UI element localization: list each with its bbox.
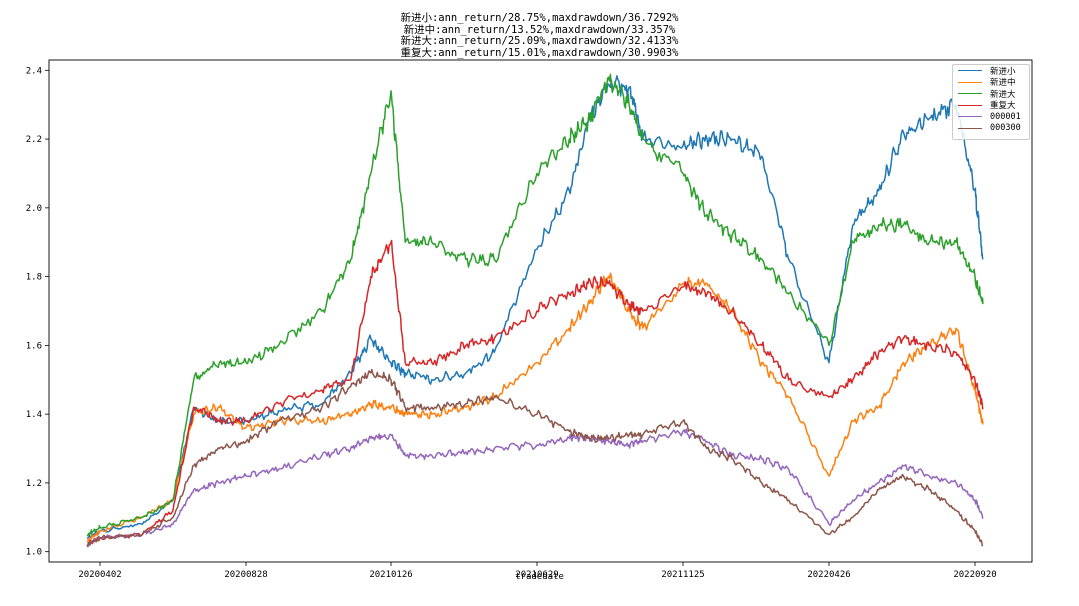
y-tick-label: 1.8 <box>26 273 42 283</box>
legend-item-000001: 000001 <box>953 111 1029 123</box>
legend-item-xinjin-xiao: 新进小 <box>953 65 1029 77</box>
legend-swatch <box>958 116 982 118</box>
legend-swatch <box>958 93 982 95</box>
legend-item-xinjin-zhong: 新进中 <box>953 77 1029 89</box>
series-layer <box>86 73 984 548</box>
y-tick-label: 2.2 <box>26 135 42 145</box>
legend-item-chongfu-da: 重复大 <box>953 100 1029 112</box>
title-line-2: 新进中:ann_return/13.52%,maxdrawdown/33.357… <box>403 23 676 36</box>
y-tick-label: 1.4 <box>26 410 42 420</box>
plot-area <box>48 59 1033 563</box>
legend-swatch <box>958 81 982 83</box>
legend-item-000300: 000300 <box>953 123 1029 135</box>
y-tick-label: 1.0 <box>26 548 42 558</box>
legend-swatch <box>958 104 982 106</box>
x-tick-label: 20210126 <box>369 570 412 580</box>
legend-label: 新进小 <box>990 66 1016 77</box>
x-tick-label: 20210629 <box>515 570 558 580</box>
series-line-新进中 <box>87 272 984 543</box>
y-axis: 1.0 1.2 1.4 1.6 1.8 2.0 2.2 2.4 <box>26 66 49 558</box>
legend-swatch <box>958 127 982 129</box>
legend-item-xinjin-da: 新进大 <box>953 88 1029 100</box>
x-tick-label: 20200828 <box>224 570 267 580</box>
legend-label: 新进大 <box>990 89 1016 100</box>
y-tick-label: 2.4 <box>26 66 42 76</box>
series-line-新进大 <box>86 73 984 537</box>
series-line-000300 <box>86 368 984 547</box>
y-tick-label: 1.6 <box>26 341 42 351</box>
series-line-重复大 <box>86 239 984 548</box>
legend-label: 000001 <box>990 111 1021 122</box>
x-axis: 20200402 20200828 20210126 20210629 20211125… <box>78 562 997 580</box>
series-line-000001 <box>86 428 984 548</box>
x-tick-label: 20211125 <box>661 570 704 580</box>
series-line-新进小 <box>86 75 984 540</box>
x-tick-label: 20220920 <box>953 570 996 580</box>
title-line-4: 重复大:ann_return/15.01%,maxdrawdown/30.990… <box>400 46 679 59</box>
y-tick-label: 1.2 <box>26 479 42 489</box>
legend-label: 000300 <box>990 123 1021 134</box>
legend: 新进小 新进中 新进大 重复大 000001 000300 <box>952 64 1030 140</box>
y-tick-label: 2.0 <box>26 204 42 214</box>
chart-title: 新进小:ann_return/28.75%,maxdrawdown/36.729… <box>0 12 1079 59</box>
title-line-1: 新进小:ann_return/28.75%,maxdrawdown/36.729… <box>400 12 679 24</box>
legend-label: 重复大 <box>990 101 1016 112</box>
legend-label: 新进中 <box>990 78 1016 89</box>
title-line-3: 新进大:ann_return/25.09%,maxdrawdown/32.413… <box>400 35 679 47</box>
x-axis-label: tradedate <box>515 572 564 582</box>
x-tick-label: 20200402 <box>78 570 121 580</box>
x-tick-label: 20220426 <box>807 570 850 580</box>
legend-swatch <box>958 70 982 72</box>
